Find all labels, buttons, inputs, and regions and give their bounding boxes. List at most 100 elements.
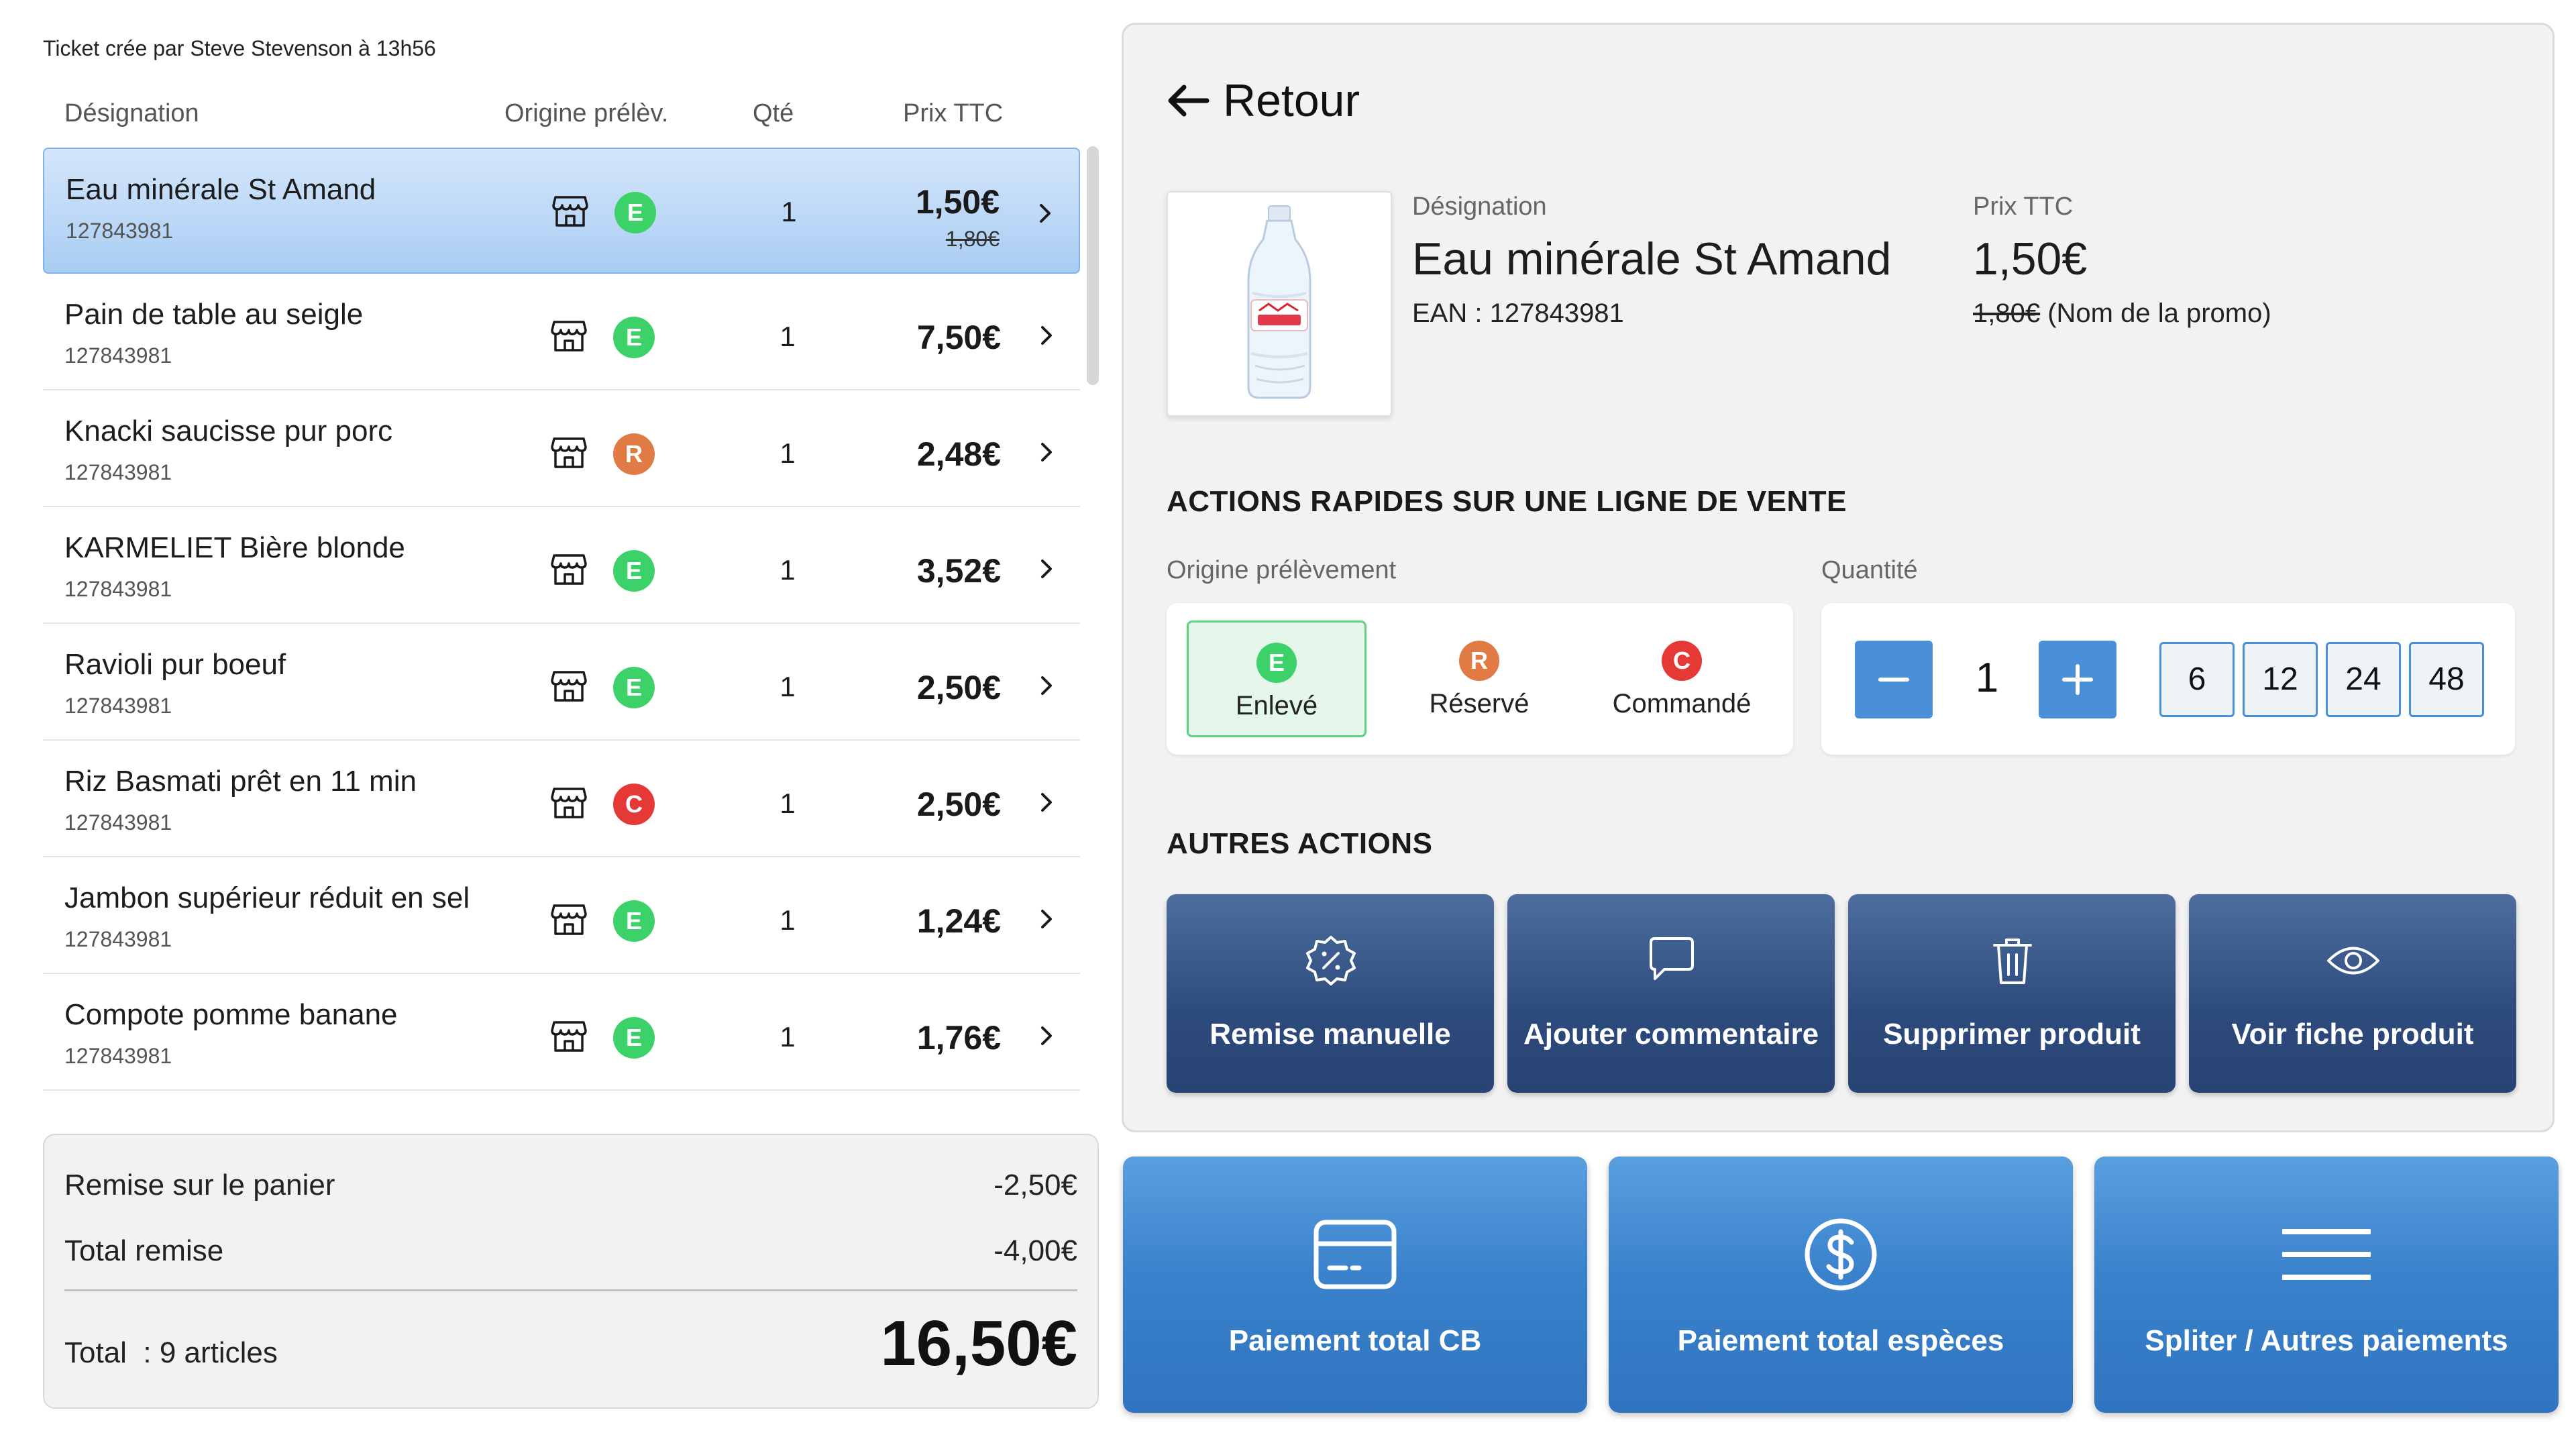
ticket-line-row[interactable]: KARMELIET Bière blonde 127843981 E 1 3,52€ [43, 507, 1080, 624]
store-icon [551, 904, 587, 935]
action-label: Ajouter commentaire [1523, 1018, 1819, 1051]
chevron-right-icon[interactable] [1033, 555, 1060, 582]
line-code: 127843981 [66, 219, 174, 243]
view-product-sheet-button[interactable]: Voir fiche produit [2189, 894, 2516, 1093]
add-comment-button[interactable]: Ajouter commentaire [1507, 894, 1835, 1093]
column-header-qte: Qté [753, 99, 794, 127]
origin-badge: E [613, 667, 655, 708]
remise-panier-label: Remise sur le panier [64, 1169, 335, 1201]
quantity-preset-12[interactable]: 12 [2243, 642, 2318, 717]
product-ean: EAN : 127843981 [1412, 299, 1624, 328]
promo-name: (Nom de la promo) [2040, 299, 2271, 328]
ticket-line-row[interactable]: Riz Basmati prêt en 11 min 127843981 C 1 2,5… [43, 741, 1080, 857]
split-payment-button[interactable]: Spliter / Autres paiements [2094, 1157, 2559, 1413]
chevron-right-icon[interactable] [1033, 322, 1060, 349]
remise-panier-value: -2,50€ [994, 1169, 1077, 1201]
origin-option-reserve[interactable]: R Réservé [1389, 621, 1569, 737]
line-name: Pain de table au seigle [64, 298, 364, 331]
quantity-preset-48[interactable]: 48 [2409, 642, 2484, 717]
price-label: Prix TTC [1973, 193, 2074, 221]
line-price: 2,50€ [916, 669, 1001, 706]
line-name: Ravioli pur boeuf [64, 648, 286, 681]
comment-icon [1650, 937, 1694, 980]
chevron-right-icon[interactable] [1033, 906, 1060, 932]
store-icon [551, 671, 587, 702]
line-quantity: 1 [781, 196, 797, 227]
chevron-right-icon[interactable] [1033, 439, 1060, 466]
line-quantity: 1 [780, 788, 796, 819]
line-price: 1,50€ [915, 183, 1000, 221]
line-name: Riz Basmati prêt en 11 min [64, 765, 417, 798]
total-articles-label: Total : 9 articles [64, 1336, 278, 1369]
manual-discount-button[interactable]: Remise manuelle [1167, 894, 1494, 1093]
store-icon [551, 321, 587, 352]
back-button[interactable]: Retour [1165, 74, 1360, 127]
menu-lines-icon [2282, 1229, 2371, 1280]
quantity-preset-6[interactable]: 6 [2159, 642, 2235, 717]
ticket-line-row[interactable]: Eau minérale St Amand 127843981 E 1 1,50€ 1,8… [43, 148, 1080, 274]
payment-label: Spliter / Autres paiements [2145, 1324, 2508, 1357]
quantity-plus-button[interactable] [2039, 641, 2116, 718]
minus-icon [1878, 678, 1909, 682]
grand-total: 16,50€ [880, 1307, 1077, 1379]
designation-label: Désignation [1412, 193, 1547, 221]
line-name: Knacki saucisse pur porc [64, 415, 393, 447]
store-icon [551, 788, 587, 818]
quantity-minus-button[interactable] [1855, 641, 1933, 718]
action-label: Supprimer produit [1883, 1018, 2141, 1051]
action-label: Remise manuelle [1210, 1018, 1451, 1051]
line-price: 1,24€ [916, 902, 1001, 940]
quick-actions-title: ACTIONS RAPIDES SUR UNE LIGNE DE VENTE [1167, 485, 1847, 518]
line-name: Jambon supérieur réduit en sel [64, 881, 470, 914]
ticket-line-row[interactable]: Pain de table au seigle 127843981 E 1 7,50€ [43, 274, 1080, 390]
back-label: Retour [1223, 75, 1360, 126]
line-quantity: 1 [780, 554, 796, 586]
line-price: 7,50€ [916, 319, 1001, 356]
line-code: 127843981 [64, 577, 172, 601]
ticket-line-row[interactable]: Ravioli pur boeuf 127843981 E 1 2,50€ [43, 624, 1080, 741]
credit-card-icon [1313, 1220, 1397, 1289]
badge-e: E [1256, 643, 1297, 683]
ticket-line-row[interactable]: Jambon supérieur réduit en sel 127843981 E… [43, 857, 1080, 974]
chevron-right-icon[interactable] [1033, 672, 1060, 699]
totals-panel: Remise sur le panier -2,50€ Total remise… [43, 1134, 1099, 1409]
column-header-prix: Prix TTC [903, 99, 1004, 127]
line-price: 3,52€ [916, 552, 1001, 590]
line-code: 127843981 [64, 1044, 172, 1068]
line-name: Compote pomme banane [64, 998, 398, 1031]
origin-badge: E [613, 550, 655, 592]
badge-c: C [1662, 641, 1702, 681]
line-price: 1,76€ [916, 1019, 1001, 1057]
line-code: 127843981 [64, 927, 172, 951]
origin-option-label: Réservé [1429, 689, 1529, 718]
ticket-caption: Ticket crée par Steve Stevenson à 13h56 [43, 36, 436, 60]
pay-card-button[interactable]: Paiement total CB [1123, 1157, 1587, 1413]
origin-badge: C [613, 784, 655, 825]
quantity-preset-24[interactable]: 24 [2326, 642, 2401, 717]
chevron-right-icon[interactable] [1033, 1022, 1060, 1049]
line-code: 127843981 [64, 694, 172, 718]
pay-cash-button[interactable]: Paiement total espèces [1609, 1157, 2073, 1413]
origin-badge: E [613, 1017, 655, 1059]
ticket-line-row[interactable]: Knacki saucisse pur porc 127843981 R 1 2,48€ [43, 390, 1080, 507]
line-quantity: 1 [780, 321, 796, 352]
line-quantity: 1 [780, 437, 796, 469]
total-remise-value: -4,00€ [994, 1234, 1077, 1267]
origin-badge: E [613, 900, 655, 942]
chevron-right-icon[interactable] [1032, 200, 1059, 227]
origin-badge: E [613, 317, 655, 358]
ticket-line-row[interactable]: Compote pomme banane 127843981 E 1 1,76€ [43, 974, 1080, 1091]
list-scrollbar[interactable] [1087, 146, 1099, 385]
store-icon [551, 437, 587, 468]
total-remise-label: Total remise [64, 1234, 224, 1267]
line-detail-panel: Retour Désignation Eau minérale St Amand… [1122, 23, 2555, 1132]
quantity-value[interactable]: 1 [1975, 655, 1999, 701]
origin-option-enleve[interactable]: E Enlevé [1187, 621, 1366, 737]
plus-icon [2062, 664, 2093, 695]
origin-badge: R [613, 433, 655, 475]
origin-option-commande[interactable]: C Commandé [1592, 621, 1772, 737]
chevron-right-icon[interactable] [1033, 789, 1060, 816]
delete-product-button[interactable]: Supprimer produit [1848, 894, 2176, 1093]
promo-info: 1,80€ (Nom de la promo) [1973, 299, 2271, 329]
payment-label: Paiement total CB [1228, 1324, 1482, 1357]
